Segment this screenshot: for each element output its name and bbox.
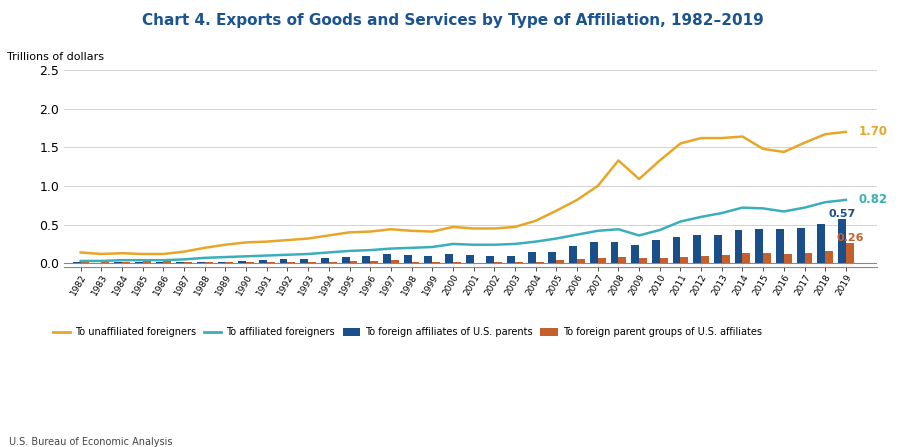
Bar	[825, 251, 834, 263]
Bar	[238, 261, 246, 263]
Text: 0.26: 0.26	[836, 233, 863, 243]
Bar	[631, 245, 639, 263]
Bar	[569, 246, 577, 263]
Text: 0.57: 0.57	[828, 209, 855, 219]
Bar	[735, 230, 742, 263]
Bar	[548, 252, 557, 263]
Bar	[176, 262, 184, 263]
Bar	[487, 256, 494, 263]
Bar	[701, 256, 709, 263]
Bar	[846, 243, 853, 263]
Bar	[507, 256, 515, 263]
Bar	[349, 261, 357, 263]
Bar	[618, 257, 626, 263]
Bar	[184, 261, 192, 263]
Bar	[611, 242, 618, 263]
Bar	[267, 262, 274, 263]
Bar	[225, 262, 233, 263]
Bar	[796, 228, 805, 263]
Bar	[722, 255, 729, 263]
Bar	[652, 240, 660, 263]
Bar	[577, 259, 585, 263]
Bar	[693, 236, 701, 263]
Bar	[776, 229, 784, 263]
Bar	[433, 262, 440, 263]
Text: 1.70: 1.70	[858, 125, 887, 139]
Bar	[528, 253, 536, 263]
Bar	[329, 261, 337, 263]
Bar	[494, 262, 502, 263]
Bar	[672, 237, 681, 263]
Bar	[639, 258, 647, 263]
Bar	[784, 254, 792, 263]
Bar	[597, 258, 605, 263]
Bar	[156, 262, 164, 263]
Text: Chart 4. Exports of Goods and Services by Type of Affiliation, 1982–2019: Chart 4. Exports of Goods and Services b…	[141, 13, 764, 29]
Bar	[217, 262, 225, 263]
Bar	[72, 262, 81, 263]
Bar	[742, 253, 750, 263]
Bar	[300, 259, 309, 263]
Bar	[370, 261, 378, 263]
Bar	[838, 219, 846, 263]
Bar	[321, 258, 329, 263]
Bar	[81, 261, 89, 263]
Bar	[557, 260, 564, 263]
Text: 0.82: 0.82	[858, 194, 888, 207]
Bar	[714, 235, 722, 263]
Bar	[681, 257, 689, 263]
Bar	[114, 262, 122, 263]
Bar	[101, 261, 110, 263]
Bar	[756, 229, 763, 263]
Legend: To unaffiliated foreigners, To affiliated foreigners, To foreign affiliates of U: To unaffiliated foreigners, To affiliate…	[52, 327, 762, 337]
Bar	[122, 261, 130, 263]
Bar	[246, 262, 254, 263]
Bar	[445, 254, 452, 263]
Bar	[288, 261, 295, 263]
Bar	[424, 256, 433, 263]
Bar	[362, 256, 370, 263]
Bar	[660, 258, 668, 263]
Bar	[135, 261, 143, 263]
Bar	[466, 255, 473, 263]
Bar	[197, 262, 205, 263]
Bar	[452, 262, 461, 263]
Bar	[404, 255, 412, 263]
Bar	[143, 261, 150, 263]
Bar	[259, 260, 267, 263]
Bar	[817, 224, 825, 263]
Bar	[342, 257, 349, 263]
Bar	[412, 261, 419, 263]
Bar	[391, 260, 399, 263]
Bar	[280, 259, 288, 263]
Bar	[383, 254, 391, 263]
Bar	[205, 262, 213, 263]
Bar	[536, 261, 544, 263]
Text: Trillions of dollars: Trillions of dollars	[7, 52, 104, 62]
Bar	[164, 261, 171, 263]
Bar	[805, 253, 813, 263]
Text: U.S. Bureau of Economic Analysis: U.S. Bureau of Economic Analysis	[9, 437, 173, 447]
Bar	[590, 242, 597, 263]
Bar	[515, 262, 523, 263]
Bar	[309, 262, 316, 263]
Bar	[763, 253, 771, 263]
